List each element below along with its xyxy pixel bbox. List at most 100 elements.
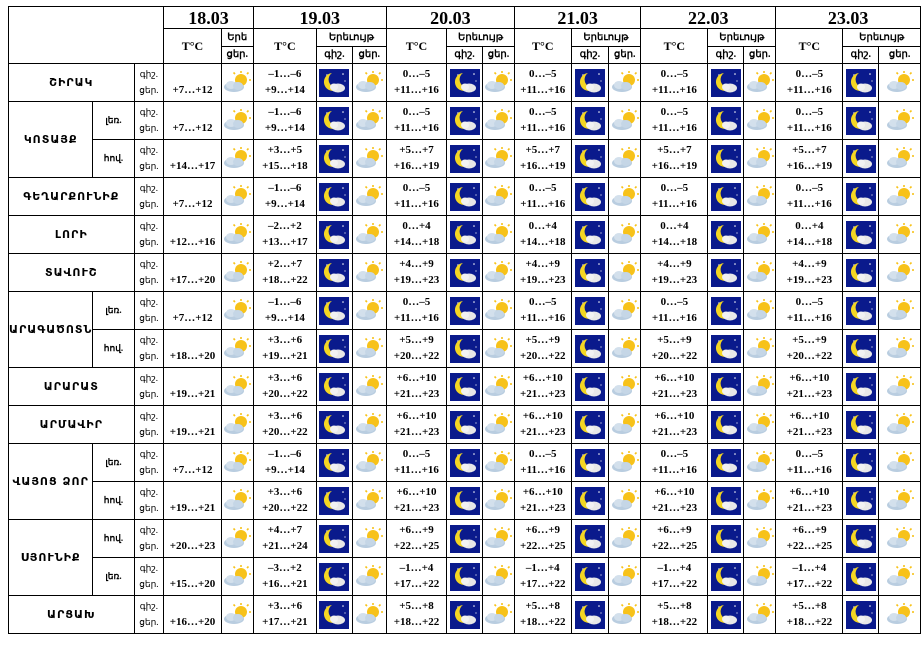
weather-header: Երեւույթ bbox=[842, 28, 921, 47]
day-temp: +21…+23 bbox=[520, 426, 566, 438]
day-temp: +19…+23 bbox=[393, 274, 440, 286]
day-temp: +18…+22 bbox=[262, 274, 308, 286]
day-temp: +22…+25 bbox=[651, 540, 698, 552]
moon-cloud-icon bbox=[316, 63, 353, 102]
night-temp: –1…+4 bbox=[792, 562, 827, 574]
night-temp: 0…–5 bbox=[660, 68, 689, 80]
moon-cloud-icon bbox=[316, 557, 353, 596]
temp-cell: +6…+9 +22…+25 bbox=[775, 519, 844, 558]
night-temp: +3…+6 bbox=[267, 600, 303, 612]
day-temp: +14…+17 bbox=[169, 160, 216, 172]
cloud-sun-icon bbox=[878, 139, 921, 178]
day-temp: +16…+19 bbox=[651, 160, 698, 172]
day-label: ցեր. bbox=[139, 123, 159, 133]
moon-cloud-icon bbox=[842, 139, 880, 178]
temp-cell: +5…+7 +16…+19 bbox=[385, 139, 448, 178]
moon-cloud-icon bbox=[316, 519, 353, 558]
night-temp: 0…+4 bbox=[660, 220, 689, 232]
day-label: ցեր. bbox=[743, 46, 777, 64]
cloud-sun-icon bbox=[608, 405, 642, 444]
weather-header: Երե bbox=[220, 28, 254, 47]
moon-cloud-icon bbox=[316, 139, 353, 178]
day-temp: +22…+25 bbox=[520, 540, 566, 552]
period-labels: գիշ. ցեր. bbox=[133, 215, 165, 254]
night-temp: +6…+10 bbox=[789, 410, 830, 422]
temp-cell: +7…+12 bbox=[163, 63, 222, 102]
day-label: ցեր. bbox=[139, 313, 159, 323]
day-temp: +9…+14 bbox=[264, 198, 305, 210]
day-temp: +21…+23 bbox=[393, 426, 440, 438]
night-temp: 0…–5 bbox=[402, 296, 431, 308]
day-temp: +18…+22 bbox=[786, 616, 833, 628]
night-temp: +5…+9 bbox=[525, 334, 561, 346]
cloud-sun-icon bbox=[351, 519, 387, 558]
cloud-sun-icon bbox=[351, 595, 387, 634]
zone-label: հով. bbox=[92, 139, 135, 178]
temp-cell: +4…+9 +19…+23 bbox=[775, 253, 844, 292]
night-temp: 0…–5 bbox=[529, 448, 557, 460]
day-temp: +19…+23 bbox=[786, 274, 833, 286]
moon-cloud-icon bbox=[446, 443, 484, 482]
night-temp: +5…+9 bbox=[792, 334, 827, 346]
temp-cell: +4…+7 +21…+24 bbox=[252, 519, 318, 558]
cloud-sun-icon bbox=[482, 481, 515, 520]
night-label: գիշ. bbox=[139, 145, 159, 155]
moon-cloud-icon bbox=[446, 481, 484, 520]
day-temp: +20…+22 bbox=[651, 350, 698, 362]
cloud-sun-icon bbox=[220, 367, 254, 406]
moon-cloud-icon bbox=[707, 177, 745, 216]
date-header: 22.03 bbox=[640, 6, 777, 29]
moon-cloud-icon bbox=[570, 405, 610, 444]
day-temp: +7…+12 bbox=[172, 464, 213, 476]
night-label: գիշ. bbox=[446, 46, 484, 64]
cloud-sun-icon bbox=[351, 405, 387, 444]
cloud-sun-icon bbox=[482, 557, 515, 596]
day-label: ցեր. bbox=[878, 46, 921, 64]
night-temp: +2…+7 bbox=[267, 258, 303, 270]
cloud-sun-icon bbox=[220, 215, 254, 254]
cloud-sun-icon bbox=[482, 139, 515, 178]
day-temp: +9…+14 bbox=[264, 84, 305, 96]
date-header: 19.03 bbox=[252, 6, 387, 29]
day-temp: +11…+16 bbox=[651, 84, 697, 96]
cloud-sun-icon bbox=[878, 595, 921, 634]
moon-cloud-icon bbox=[446, 405, 484, 444]
night-temp: +4…+9 bbox=[657, 258, 692, 270]
day-temp: +11…+16 bbox=[786, 198, 832, 210]
cloud-sun-icon bbox=[878, 253, 921, 292]
cloud-sun-icon bbox=[743, 329, 777, 368]
temp-cell: +5…+8 +18…+22 bbox=[775, 595, 844, 634]
temp-cell: +19…+21 bbox=[163, 481, 222, 520]
day-temp: +11…+16 bbox=[786, 84, 832, 96]
temp-cell: +17…+20 bbox=[163, 253, 222, 292]
day-temp: +17…+22 bbox=[651, 578, 698, 590]
night-label: գիշ. bbox=[139, 525, 159, 535]
temp-cell: –1…–6 +9…+14 bbox=[252, 101, 318, 140]
temp-cell: 0…–5 +11…+16 bbox=[640, 177, 709, 216]
moon-cloud-icon bbox=[842, 595, 880, 634]
cloud-sun-icon bbox=[482, 367, 515, 406]
night-temp: –1…+4 bbox=[657, 562, 692, 574]
night-temp: +6…+9 bbox=[525, 524, 561, 536]
temp-cell: +6…+10 +21…+23 bbox=[775, 481, 844, 520]
temp-cell: –1…+4 +17…+22 bbox=[385, 557, 448, 596]
moon-cloud-icon bbox=[316, 177, 353, 216]
night-temp: 0…+4 bbox=[402, 220, 431, 232]
day-temp: +21…+23 bbox=[651, 502, 698, 514]
temp-cell: 0…–5 +11…+16 bbox=[513, 443, 572, 482]
night-temp: +5…+9 bbox=[399, 334, 434, 346]
night-temp: 0…–5 bbox=[402, 182, 431, 194]
night-temp: –1…–6 bbox=[268, 448, 302, 460]
moon-cloud-icon bbox=[316, 329, 353, 368]
temp-cell: +5…+7 +16…+19 bbox=[513, 139, 572, 178]
temp-cell: +3…+6 +20…+22 bbox=[252, 481, 318, 520]
night-label: գիշ. bbox=[139, 259, 159, 269]
night-temp bbox=[165, 599, 221, 614]
temp-cell: +6…+9 +22…+25 bbox=[640, 519, 709, 558]
day-label: ցեր. bbox=[139, 199, 159, 209]
moon-cloud-icon bbox=[446, 139, 484, 178]
temp-cell: +18…+20 bbox=[163, 329, 222, 368]
day-temp: +12…+16 bbox=[169, 236, 216, 248]
cloud-sun-icon bbox=[878, 63, 921, 102]
night-temp: +3…+6 bbox=[267, 410, 303, 422]
